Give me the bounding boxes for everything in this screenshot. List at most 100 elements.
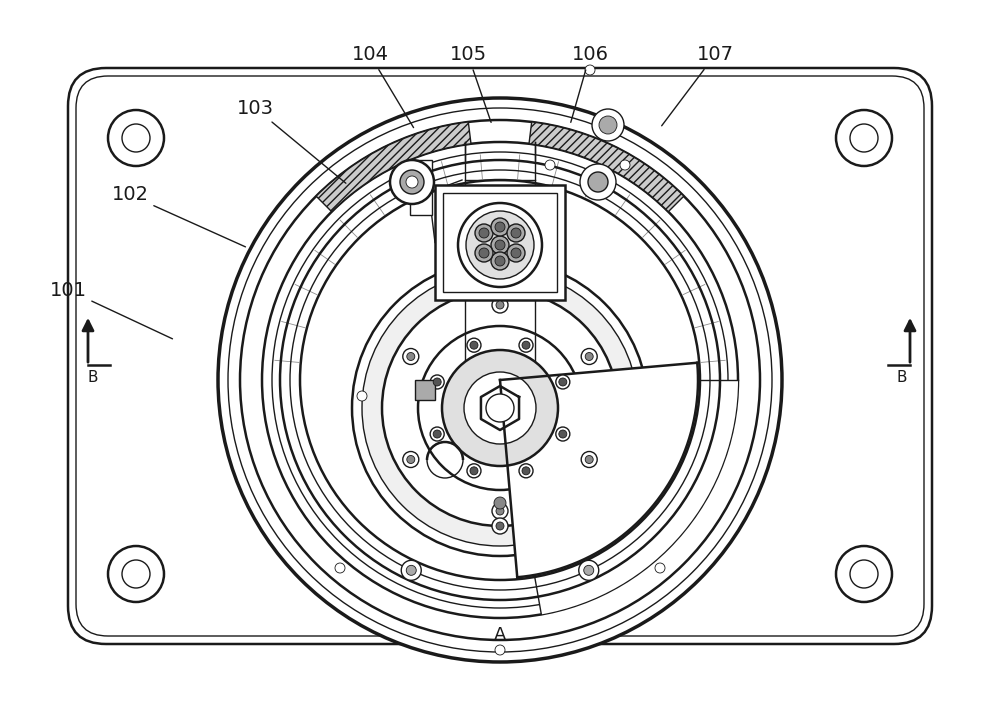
Circle shape (495, 645, 505, 655)
Circle shape (511, 248, 521, 258)
Circle shape (262, 142, 738, 618)
Text: 101: 101 (50, 281, 172, 339)
Circle shape (850, 124, 878, 152)
Circle shape (442, 350, 558, 466)
Bar (410, 160, 432, 215)
Circle shape (479, 228, 489, 238)
Circle shape (403, 451, 419, 468)
Circle shape (475, 244, 493, 262)
Circle shape (475, 224, 493, 242)
Text: 106: 106 (571, 46, 608, 122)
Circle shape (836, 110, 892, 166)
Circle shape (585, 456, 593, 463)
Circle shape (545, 160, 555, 170)
Circle shape (511, 228, 521, 238)
Circle shape (496, 507, 504, 515)
Text: B: B (897, 371, 907, 385)
Circle shape (519, 338, 533, 352)
Circle shape (401, 560, 421, 581)
Circle shape (122, 124, 150, 152)
Circle shape (352, 260, 648, 556)
Circle shape (486, 394, 514, 422)
Circle shape (585, 65, 595, 75)
Circle shape (495, 256, 505, 266)
Circle shape (479, 248, 489, 258)
Circle shape (522, 467, 530, 475)
Circle shape (400, 170, 424, 194)
Bar (443, 193, 557, 292)
Circle shape (579, 560, 599, 581)
Text: 102: 102 (112, 185, 245, 247)
Circle shape (430, 375, 444, 389)
Circle shape (495, 222, 505, 232)
Circle shape (458, 203, 542, 287)
Circle shape (655, 563, 665, 573)
Bar (435, 185, 565, 300)
Circle shape (494, 497, 506, 509)
Circle shape (492, 297, 508, 313)
Circle shape (433, 378, 441, 386)
Circle shape (492, 503, 508, 519)
Circle shape (580, 164, 616, 200)
Circle shape (491, 236, 509, 254)
Circle shape (470, 341, 478, 349)
Text: 107: 107 (662, 46, 734, 126)
Circle shape (491, 252, 509, 270)
Wedge shape (500, 363, 698, 577)
Circle shape (433, 430, 441, 438)
Text: 103: 103 (237, 98, 346, 183)
Circle shape (585, 352, 593, 361)
Circle shape (492, 518, 508, 534)
Circle shape (581, 348, 597, 364)
Wedge shape (316, 122, 471, 212)
Circle shape (496, 301, 504, 309)
Circle shape (584, 565, 594, 576)
Circle shape (495, 240, 505, 250)
Circle shape (390, 160, 434, 204)
Circle shape (108, 546, 164, 602)
Circle shape (581, 451, 597, 468)
Circle shape (407, 352, 415, 361)
Bar (415, 380, 435, 400)
Circle shape (464, 372, 536, 444)
Circle shape (507, 244, 525, 262)
Circle shape (507, 224, 525, 242)
Circle shape (592, 109, 624, 141)
Circle shape (467, 338, 481, 352)
Circle shape (620, 160, 630, 170)
Text: 105: 105 (449, 46, 491, 122)
Circle shape (406, 565, 416, 576)
Circle shape (418, 326, 582, 490)
Circle shape (430, 427, 444, 441)
Circle shape (588, 172, 608, 192)
Circle shape (522, 341, 530, 349)
Circle shape (122, 560, 150, 588)
Circle shape (559, 378, 567, 386)
Circle shape (496, 522, 504, 530)
Circle shape (403, 348, 419, 364)
Text: A: A (494, 626, 506, 644)
Circle shape (240, 120, 760, 640)
Circle shape (467, 464, 481, 478)
Circle shape (357, 391, 367, 401)
Circle shape (850, 560, 878, 588)
Circle shape (272, 152, 728, 608)
Circle shape (599, 116, 617, 134)
Circle shape (491, 218, 509, 236)
FancyBboxPatch shape (68, 68, 932, 644)
Circle shape (218, 98, 782, 662)
Circle shape (335, 563, 345, 573)
Circle shape (836, 546, 892, 602)
Circle shape (108, 110, 164, 166)
Wedge shape (529, 122, 684, 212)
Circle shape (407, 456, 415, 463)
Text: 104: 104 (352, 46, 414, 128)
Circle shape (406, 176, 418, 188)
Circle shape (228, 108, 772, 652)
Circle shape (556, 427, 570, 441)
Text: B: B (88, 371, 98, 385)
Circle shape (362, 270, 638, 546)
Wedge shape (500, 380, 738, 614)
Circle shape (382, 290, 618, 526)
Circle shape (466, 211, 534, 279)
